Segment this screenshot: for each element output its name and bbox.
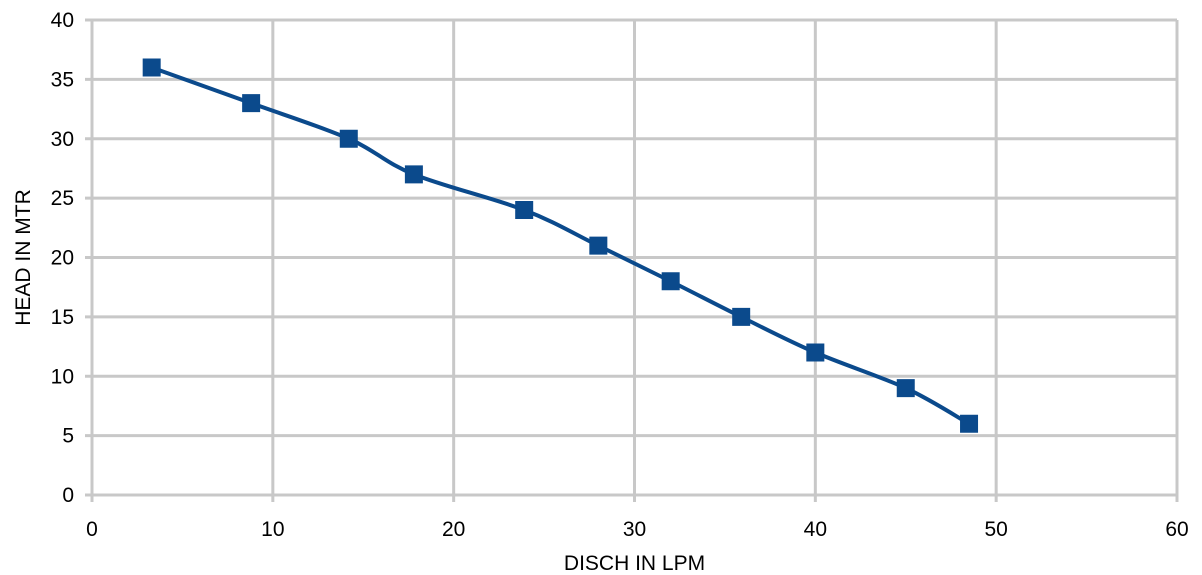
x-tick-label: 10 <box>261 518 284 541</box>
data-point-marker <box>960 414 979 433</box>
data-point-marker <box>242 94 261 113</box>
y-tick-label: 0 <box>62 484 74 507</box>
data-point-marker <box>661 272 680 291</box>
data-point-marker <box>732 307 751 326</box>
x-tick-label: 30 <box>623 518 646 541</box>
y-tick-label: 35 <box>51 68 74 91</box>
y-tick-label: 40 <box>51 9 74 32</box>
data-point-marker <box>896 379 915 398</box>
grid <box>85 18 1179 502</box>
x-tick-label: 50 <box>984 518 1007 541</box>
data-point-marker <box>589 236 608 255</box>
data-point-marker <box>142 58 161 77</box>
x-tick-label: 0 <box>86 518 98 541</box>
y-tick-label: 25 <box>51 187 74 210</box>
data-point-marker <box>339 129 358 148</box>
series-layer <box>142 58 979 433</box>
x-axis-title: DISCH IN LPM <box>564 552 705 575</box>
series-line <box>149 65 972 426</box>
data-point-marker <box>806 343 825 362</box>
data-point-marker <box>515 201 534 219</box>
y-tick-label: 10 <box>51 365 74 388</box>
y-tick-label: 5 <box>62 425 74 448</box>
x-tick-label: 20 <box>442 518 465 541</box>
x-tick-label: 40 <box>804 518 827 541</box>
data-point-marker <box>404 165 423 184</box>
x-tick-label: 60 <box>1165 518 1188 541</box>
tick-labels: 0 5 10 15 20 25 30 35 40 0 10 20 30 40 50 60 <box>51 9 1189 541</box>
y-tick-label: 30 <box>51 128 74 151</box>
y-axis-title: HEAD IN MTR <box>12 189 35 326</box>
y-tick-label: 15 <box>51 306 74 329</box>
y-tick-label: 20 <box>51 247 74 270</box>
